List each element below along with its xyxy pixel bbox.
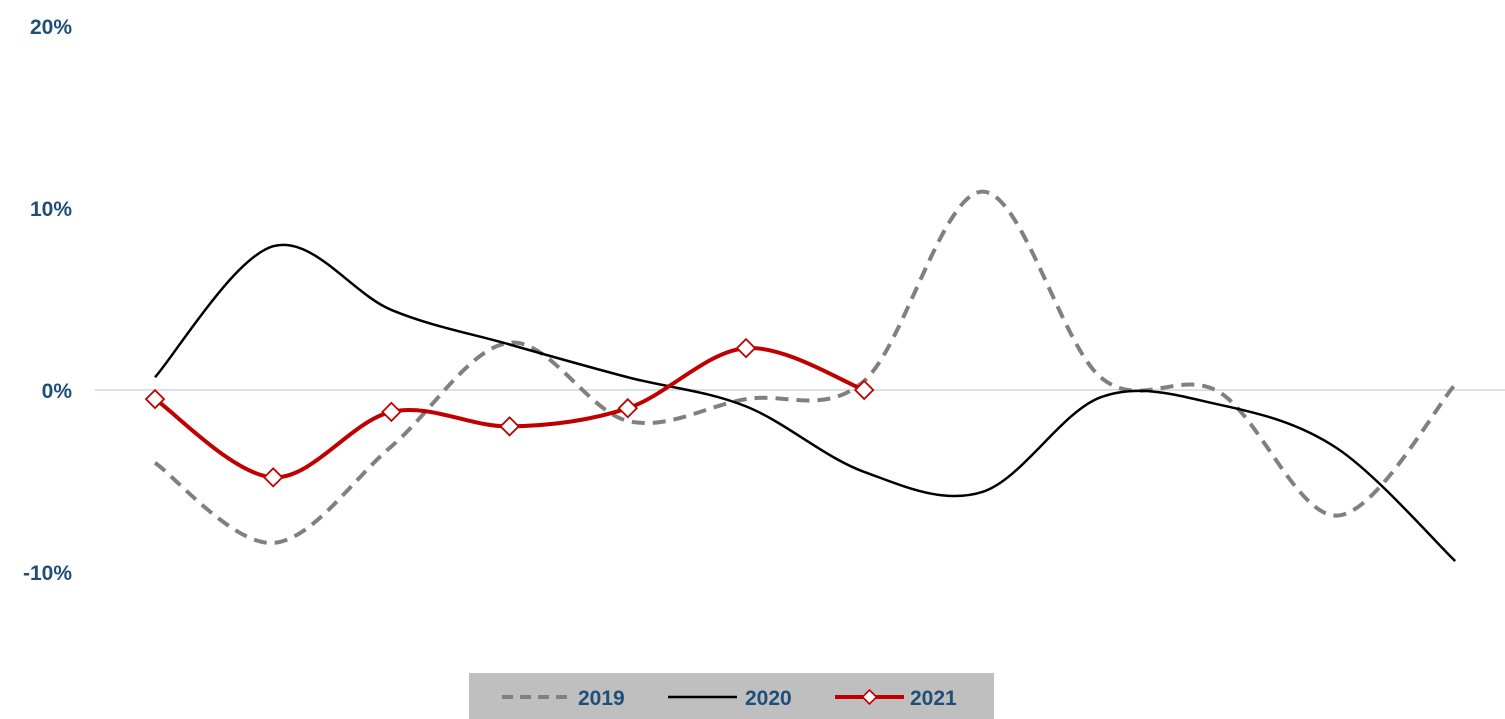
data-point-marker-2021 bbox=[499, 416, 520, 437]
data-point-marker-2021 bbox=[144, 388, 166, 410]
data-point-marker-2021 bbox=[735, 337, 757, 359]
data-point-marker-2021 bbox=[262, 467, 284, 488]
y-axis-tick-labels: 20% 10% 0% -10% bbox=[23, 16, 72, 585]
series-line-2020 bbox=[154, 243, 1457, 562]
data-point-marker-2021 bbox=[617, 397, 639, 419]
legend-label-2021: 2021 bbox=[910, 687, 957, 710]
series-lines bbox=[153, 189, 1457, 562]
y-tick-label: -10% bbox=[23, 562, 72, 585]
y-tick-label: 20% bbox=[30, 16, 72, 39]
legend-item-2020: 2020 bbox=[668, 687, 792, 710]
data-point-marker-2021 bbox=[381, 401, 402, 423]
legend: 2019 2020 2021 bbox=[469, 673, 994, 719]
legend-item-2021: 2021 bbox=[835, 687, 957, 710]
legend-label-2020: 2020 bbox=[745, 687, 792, 710]
y-tick-label: 10% bbox=[30, 198, 72, 221]
y-tick-label: 0% bbox=[42, 380, 73, 403]
legend-label-2019: 2019 bbox=[578, 687, 625, 710]
series-line-2019 bbox=[153, 189, 1457, 545]
series-markers bbox=[144, 337, 875, 488]
legend-item-2019: 2019 bbox=[502, 687, 625, 710]
data-point-marker-2021 bbox=[853, 379, 875, 401]
legend-marker-2021 bbox=[861, 688, 878, 706]
